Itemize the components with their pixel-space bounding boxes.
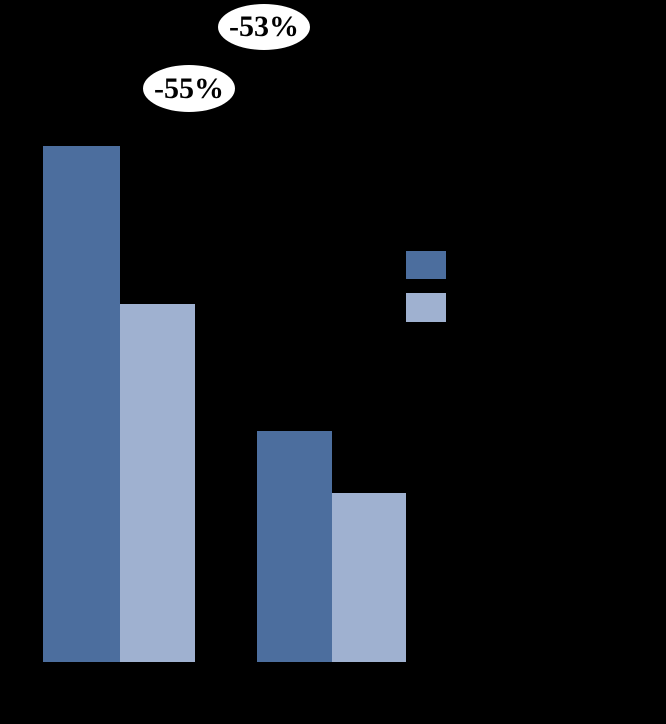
annotation-ellipse-minus55: -55% <box>143 65 235 112</box>
legend-swatch-dark-blue <box>406 251 446 279</box>
bar-group1-light-blue <box>120 304 195 662</box>
bar-group2-dark-blue <box>257 431 332 662</box>
legend-swatch-light-blue <box>406 293 446 322</box>
bar-group1-dark-blue <box>43 146 120 662</box>
bar-group2-light-blue <box>332 493 406 662</box>
annotation-ellipse-minus53: -53% <box>218 4 310 50</box>
annotation-text-minus55: -55% <box>154 71 224 105</box>
annotation-text-minus53: -53% <box>229 10 299 43</box>
